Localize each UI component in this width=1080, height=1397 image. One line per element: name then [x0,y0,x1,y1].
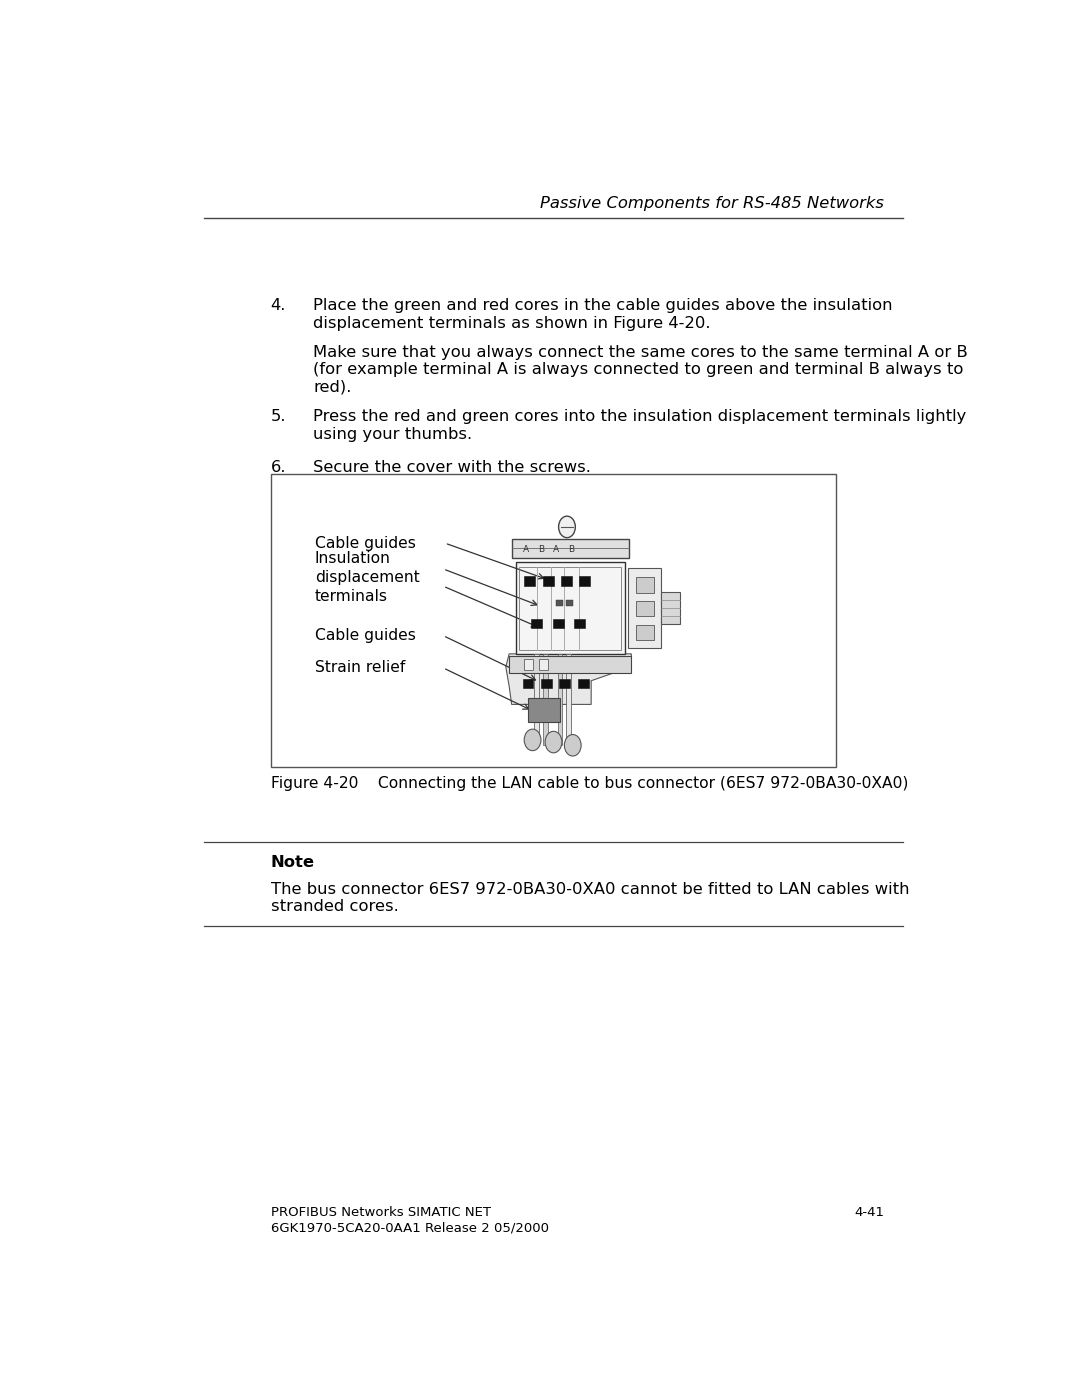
Bar [519,567,621,650]
Text: Strain relief: Strain relief [315,661,405,675]
Text: Insulation
displacement
terminals: Insulation displacement terminals [315,552,420,604]
Text: Make sure that you always connect the same cores to the same terminal A or B
(fo: Make sure that you always connect the sa… [313,345,968,394]
Circle shape [558,515,576,538]
Text: Figure 4-20    Connecting the LAN cable to bus connector (6ES7 972-0BA30-0XA0): Figure 4-20 Connecting the LAN cable to … [271,777,908,792]
Bar [627,567,661,648]
Text: Cable guides: Cable guides [315,535,416,550]
Text: 5.: 5. [271,409,286,425]
Bar [524,577,535,587]
Circle shape [565,735,581,756]
Bar [512,539,629,559]
Text: Press the red and green cores into the insulation displacement terminals lightly: Press the red and green cores into the i… [313,409,967,441]
Bar [566,599,572,606]
Bar [635,601,653,616]
Text: 4.: 4. [271,299,286,313]
Text: B: B [538,545,544,553]
Bar [580,577,591,587]
Bar [561,577,572,587]
Text: The bus connector 6ES7 972-0BA30-0XA0 cannot be fitted to LAN cables with
strand: The bus connector 6ES7 972-0BA30-0XA0 ca… [271,882,909,914]
Text: 6.: 6. [271,460,286,475]
Bar [541,679,552,689]
Bar [271,474,836,767]
Bar [553,619,564,629]
Text: Secure the cover with the screws.: Secure the cover with the screws. [313,460,591,475]
Bar [559,679,570,689]
Bar [635,624,653,640]
Bar [523,679,534,689]
Text: Note: Note [271,855,314,870]
Text: Place the green and red cores in the cable guides above the insulation
displacem: Place the green and red cores in the cab… [313,299,893,331]
Bar [575,619,585,629]
Bar [556,599,563,606]
Text: Cable guides: Cable guides [315,629,416,643]
Text: Passive Components for RS-485 Networks: Passive Components for RS-485 Networks [540,196,885,211]
Bar [557,654,562,745]
Bar [566,654,571,745]
Bar [516,563,624,654]
Bar [528,698,561,722]
Polygon shape [505,654,632,704]
Bar [543,654,548,745]
Circle shape [524,729,541,750]
Bar [539,659,548,671]
Text: B: B [568,545,575,553]
Bar [531,619,542,629]
Text: 4-41: 4-41 [854,1206,885,1220]
Bar [542,577,554,587]
Bar [524,659,532,671]
Text: A: A [553,545,559,553]
Text: A: A [523,545,529,553]
Bar [661,592,680,624]
Bar [509,657,632,673]
Circle shape [545,731,562,753]
Bar [578,679,589,689]
Bar [635,577,653,592]
Bar [535,654,539,745]
Text: PROFIBUS Networks SIMATIC NET
6GK1970-5CA20-0AA1 Release 2 05/2000: PROFIBUS Networks SIMATIC NET 6GK1970-5C… [271,1206,549,1234]
